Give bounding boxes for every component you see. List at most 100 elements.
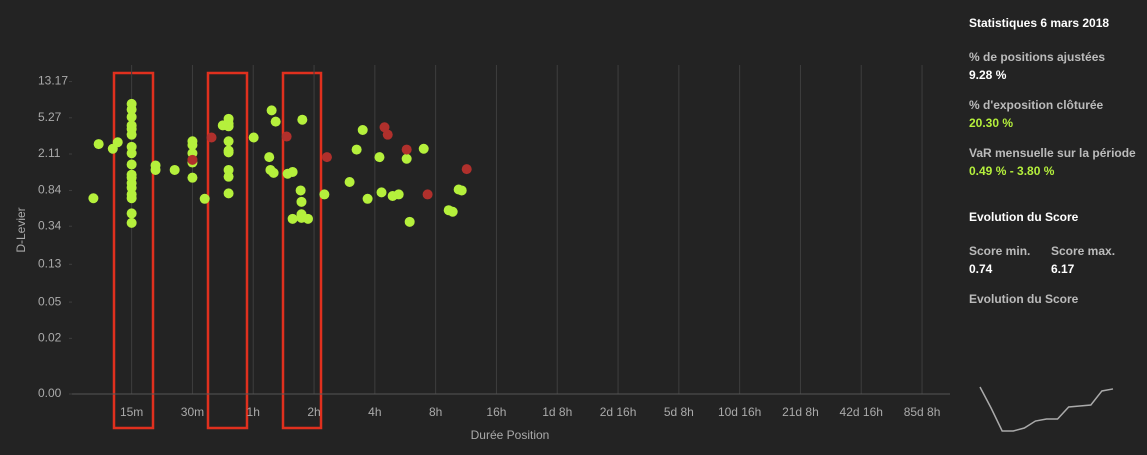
- point: [126, 193, 137, 204]
- point: [302, 213, 313, 224]
- point: [112, 137, 123, 148]
- point: [287, 213, 298, 224]
- point: [287, 166, 298, 177]
- point: [401, 153, 412, 164]
- y-axis-title: D-Levier: [14, 207, 28, 252]
- point: [281, 131, 292, 142]
- y-tick-label: 13.17: [38, 74, 68, 88]
- x-tick-label: 42d 16h: [840, 405, 883, 419]
- point: [248, 132, 259, 143]
- point: [223, 171, 234, 182]
- x-tick-label: 2d 16h: [600, 405, 637, 419]
- x-tick-label: 21d 8h: [782, 405, 819, 419]
- stat-value: 20.30 %: [969, 116, 1014, 130]
- sidebar: Statistiques 6 mars 2018 % de positions …: [969, 16, 1139, 309]
- chart: D-Levier Durée Position 15m 30m 1h 2h 4h 8h 16…: [14, 65, 950, 442]
- y-tick-label: 2.11: [38, 146, 61, 160]
- point: [422, 189, 433, 200]
- point: [376, 187, 387, 198]
- x-tick-label: 1h: [247, 405, 260, 419]
- x-tick-label: 15m: [120, 405, 143, 419]
- x-tick-label: 30m: [181, 405, 204, 419]
- x-axis-title: Durée Position: [471, 428, 550, 442]
- x-tick-label: 2h: [307, 405, 320, 419]
- point: [268, 167, 279, 178]
- point: [266, 105, 277, 116]
- point: [169, 164, 180, 175]
- score-max-value: 6.17: [1051, 262, 1075, 276]
- score-row: Score min. 0.74 Score max. 6.17: [969, 242, 1139, 290]
- highlight-box: [112, 71, 155, 430]
- y-tick-label: 0.84: [38, 183, 62, 197]
- point: [223, 147, 234, 158]
- stat-label: % de positions ajustées: [969, 50, 1106, 64]
- point: [217, 120, 228, 131]
- point: [447, 206, 458, 217]
- point: [93, 139, 104, 150]
- point: [297, 114, 308, 125]
- score-min-value: 0.74: [969, 262, 993, 276]
- point: [456, 185, 467, 196]
- x-tick-label: 5d 8h: [664, 405, 694, 419]
- highlight-box: [281, 71, 323, 430]
- point: [264, 152, 275, 163]
- stat-value: 0.49 % - 3.80 %: [969, 164, 1055, 178]
- score-max-label: Score max.: [1051, 244, 1116, 258]
- y-tick-label: 0.13: [38, 256, 62, 270]
- point: [418, 143, 429, 154]
- point: [362, 193, 373, 204]
- point: [295, 185, 306, 196]
- y-tick-label: 0.34: [38, 218, 62, 232]
- point: [270, 116, 281, 127]
- sparkline-line: [979, 386, 1114, 432]
- y-tick-label: 0.00: [38, 386, 62, 400]
- point: [126, 159, 137, 170]
- point: [401, 144, 412, 155]
- x-tick-label: 10d 16h: [718, 405, 761, 419]
- x-tick-label: 85d 8h: [904, 405, 941, 419]
- y-tick-label: 0.02: [38, 331, 62, 345]
- point: [382, 129, 393, 140]
- point: [206, 132, 217, 143]
- x-tick-label: 8h: [429, 405, 442, 419]
- stat-value: 9.28 %: [969, 68, 1007, 82]
- point: [126, 111, 137, 122]
- sidebar-title: Statistiques 6 mars 2018: [969, 16, 1110, 30]
- x-tick-label: 16h: [486, 405, 506, 419]
- point: [344, 176, 355, 187]
- point: [223, 136, 234, 147]
- point: [223, 188, 234, 199]
- point: [88, 193, 99, 204]
- score-title: Evolution du Score: [969, 210, 1079, 224]
- point: [461, 164, 472, 175]
- point: [126, 104, 137, 115]
- point: [150, 164, 161, 175]
- point: [351, 144, 362, 155]
- y-tick-label: 0.05: [38, 294, 62, 308]
- y-tick-label: 5.27: [38, 110, 62, 124]
- point: [296, 196, 307, 207]
- stat-label: VaR mensuelle sur la période: [969, 146, 1136, 160]
- sparkline-title: Evolution du Score: [969, 292, 1079, 306]
- point: [357, 124, 368, 135]
- stat-label: % d'exposition clôturée: [969, 98, 1104, 112]
- point: [126, 217, 137, 228]
- score-min-label: Score min.: [969, 244, 1031, 258]
- point: [319, 189, 330, 200]
- point: [393, 189, 404, 200]
- point: [374, 152, 385, 163]
- highlight-box: [206, 71, 249, 430]
- x-tick-label: 4h: [368, 405, 381, 419]
- point: [187, 172, 198, 183]
- score-min: Score min. 0.74: [969, 242, 1051, 290]
- score-max: Score max. 6.17: [1051, 242, 1115, 290]
- point: [321, 152, 332, 163]
- x-tick-label: 1d 8h: [542, 405, 572, 419]
- point: [126, 129, 137, 140]
- point: [199, 193, 210, 204]
- point: [187, 139, 198, 150]
- point: [126, 208, 137, 219]
- point: [187, 154, 198, 165]
- point: [126, 148, 137, 159]
